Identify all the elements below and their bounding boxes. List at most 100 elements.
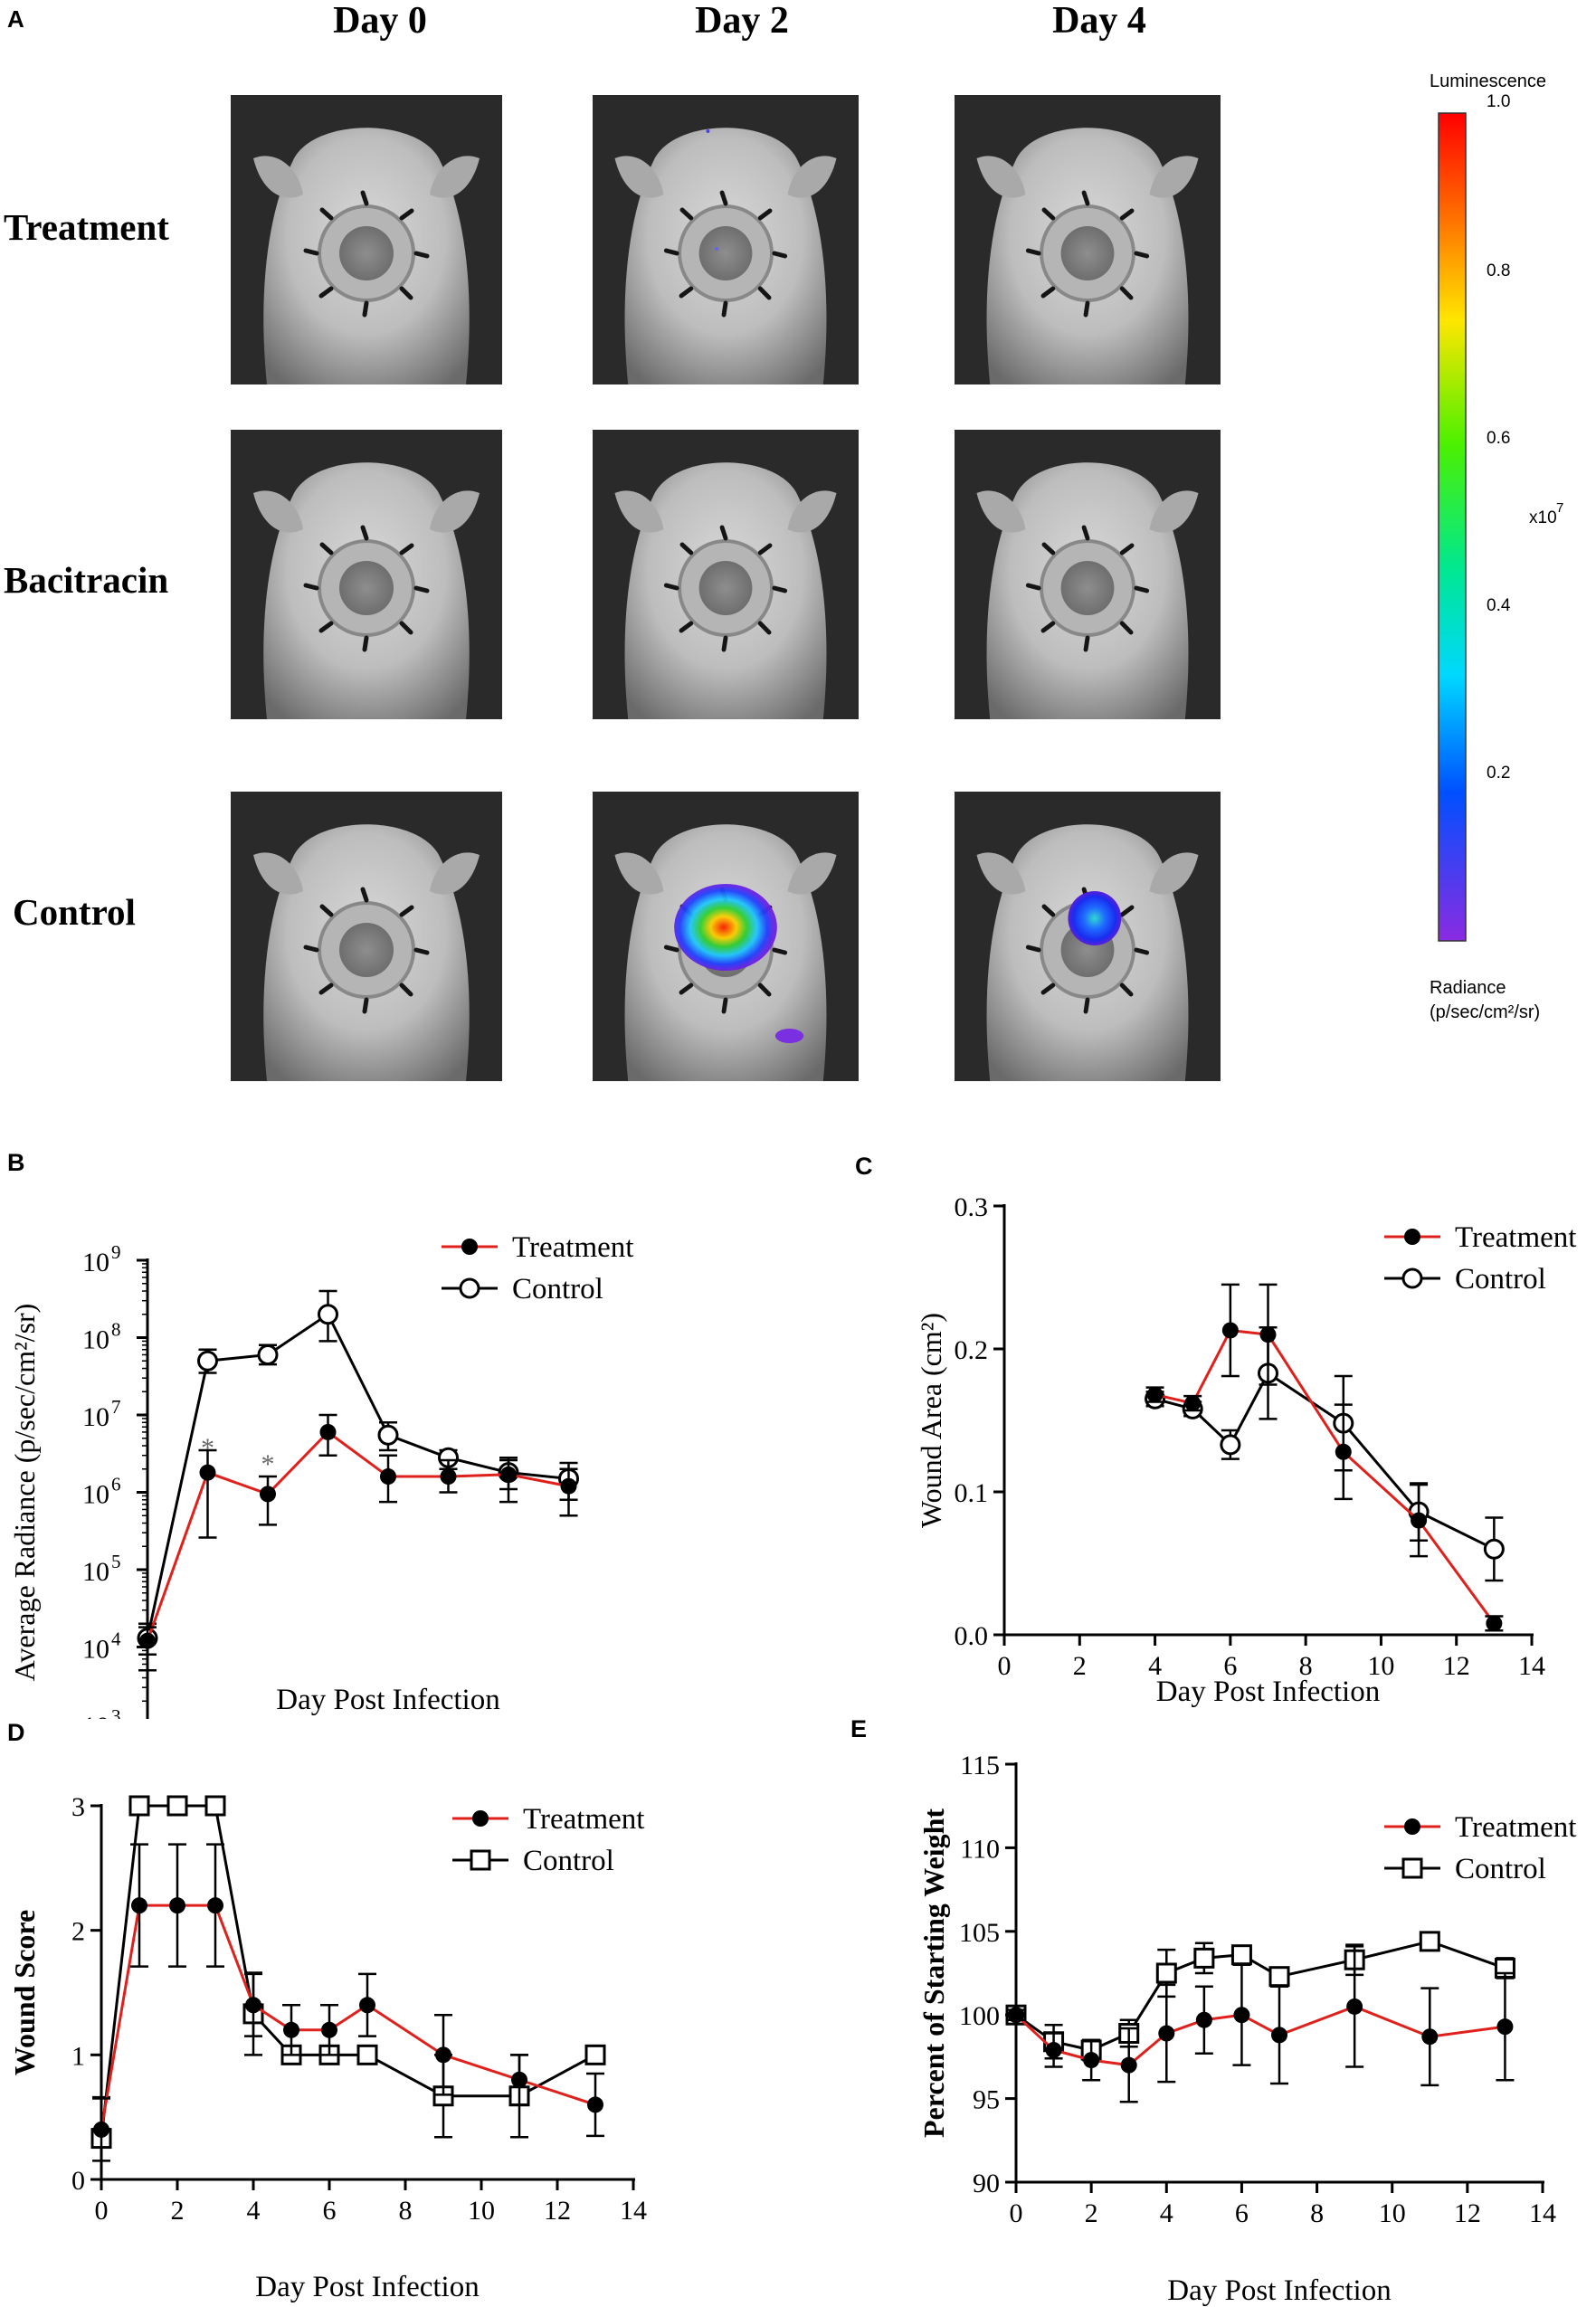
panel-letter: C [855,1153,873,1180]
data-point [1008,2007,1024,2024]
y-tick-label: 103 [82,1705,121,1719]
legend-entry: Treatment [1384,1811,1576,1844]
mouse-photo [231,430,502,719]
x-tick-label: 0 [95,2196,109,2226]
series-line [146,1429,569,1642]
column-header: Day 0 [333,0,427,42]
mouse-photo [231,95,502,384]
column-header: Day 4 [1052,0,1146,42]
panel-letter: D [7,1719,25,1746]
data-point [1193,1947,1215,1969]
data-point [1486,1615,1503,1632]
data-point [1221,1322,1239,1339]
data-point [128,1795,150,1817]
legend-marker [1401,1267,1423,1289]
y-tick-label-exponent: 4 [111,1628,121,1650]
y-tick-label: 90 [973,2169,1000,2198]
data-point [435,2046,451,2064]
y-tick-label-exponent: 9 [111,1241,121,1263]
y-tick-label: 2 [71,1917,85,1947]
panel-letter: E [850,1719,867,1742]
x-tick-label: 0 [998,1651,1012,1681]
data-point [356,2044,378,2065]
legend-label: Control [1455,1263,1546,1296]
legend-marker [1404,1229,1420,1245]
data-point [1155,1962,1177,1984]
y-tick-label-exponent: 8 [111,1319,121,1341]
x-tick-label: 8 [399,2196,413,2226]
y-tick-label-base: 10 [82,1480,109,1510]
colorbar-multiplier: x10 [1529,508,1557,527]
colorbar-title: Luminescence [1430,71,1546,91]
column-header: Day 2 [695,0,789,42]
x-tick-label: 4 [1148,1651,1162,1681]
mouse-photo [231,792,502,1081]
legend-marker [470,1849,491,1871]
data-point [207,1897,223,1914]
data-point [199,1464,216,1481]
x-tick-label: 10 [1379,2198,1406,2228]
x-tick-label: 12 [1454,2198,1481,2228]
y-tick-label: 110 [960,1834,1000,1864]
legend-label: Control [512,1273,603,1305]
mouse-photo [593,430,859,719]
x-tick-label: 14 [1529,2198,1556,2228]
data-point [584,2044,606,2065]
legend-entry: Control [442,1273,603,1305]
panel-b-chart: B02468103104105106107108109Day Post Infe… [7,1149,633,1719]
y-axis-label: Wound Area (cm²) [915,1313,947,1528]
legend-marker [1404,1818,1420,1835]
x-tick-label: 12 [544,2196,571,2226]
data-point [169,1897,185,1914]
x-axis-label: Day Post Infection [255,2271,479,2303]
legend-label: Control [1455,1853,1546,1885]
data-point [166,1795,188,1817]
significance-marker: * [261,1449,275,1479]
mouse-image [231,792,502,1081]
y-axis-label: Percent of Starting Weight [917,1809,950,2138]
luminescence-speck [706,129,710,133]
x-tick-label: 6 [1223,1651,1237,1681]
y-tick-label-base: 10 [82,1712,109,1719]
significance-marker: * [201,1433,214,1463]
data-point [93,2121,109,2138]
series-line [1154,1328,1496,1625]
luminescence-signal [674,884,777,971]
y-tick-label: 10 6 [82,1474,121,1510]
data-point [1419,1931,1440,1952]
y-tick-label: 1 [71,2041,85,2071]
x-tick-label: 4 [1160,2198,1173,2228]
data-point [204,1795,226,1817]
y-tick-label-exponent: 5 [111,1551,121,1572]
y-tick-label: 10 7 [82,1396,121,1432]
x-tick-label: 10 [1367,1651,1394,1681]
mouse-photo [955,430,1221,719]
data-point [560,1477,577,1495]
data-point [1268,1966,1290,1988]
y-tick-label: 10 8 [82,1319,121,1355]
y-tick-label-base: 10 [82,1325,109,1355]
data-point [139,1632,156,1649]
data-point [1411,1512,1428,1529]
y-tick-label-base: 10 [82,1557,109,1587]
data-point [377,1424,399,1446]
x-tick-label: 2 [1073,1651,1087,1681]
x-tick-label: 4 [247,2196,261,2226]
legend-entry: Treatment [1384,1221,1576,1254]
data-point [1220,1434,1241,1456]
data-point [283,2021,299,2038]
y-tick-label: 0.2 [955,1335,989,1365]
colorbar-tick-label: 0.8 [1487,261,1510,280]
data-point [511,2071,527,2088]
series-treatment [1007,1945,1515,2103]
data-point [1230,1944,1252,1966]
data-point [440,1468,457,1486]
row-label: Treatment [4,206,169,248]
data-point [1483,1538,1505,1560]
mouse-photo [593,95,859,384]
row-label: Control [13,891,136,933]
luminescence-speck [715,247,719,251]
panel-letter: B [7,1149,25,1176]
